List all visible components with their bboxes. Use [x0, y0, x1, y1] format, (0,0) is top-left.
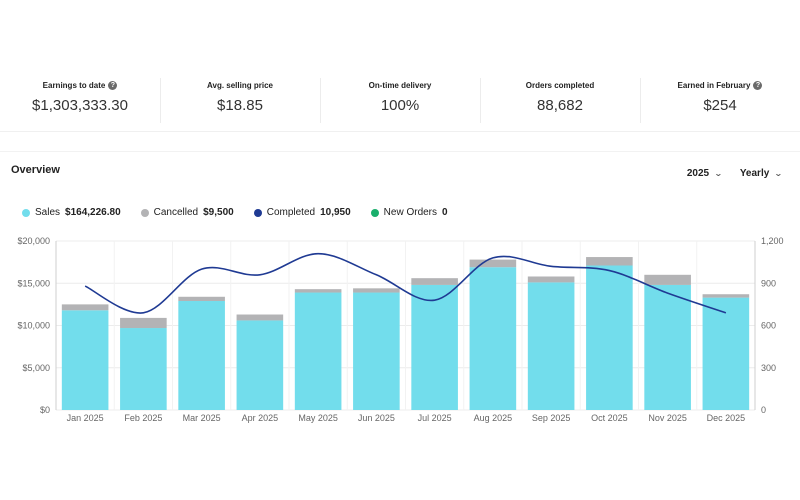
x-tick-label: May 2025: [298, 413, 338, 423]
stat-value: 88,682: [537, 97, 583, 114]
bar-cancelled: [120, 317, 167, 329]
y-tick-label-right: 600: [761, 321, 776, 331]
line-completed: [84, 252, 727, 314]
bar-sales: [586, 265, 633, 410]
year-dropdown[interactable]: 2025 ⌄: [686, 168, 723, 179]
legend-item-cancelled[interactable]: Cancelled $9,500: [140, 207, 234, 218]
bar-cancelled: [353, 288, 400, 293]
bar-sales: [469, 267, 517, 410]
x-tick-label: Dec 2025: [707, 413, 746, 423]
legend-label: Cancelled: [153, 207, 199, 218]
x-tick-label: Jun 2025: [358, 413, 395, 423]
bar-sales: [527, 282, 575, 410]
bar-cancelled: [644, 274, 691, 285]
y-tick-label-left: $10,000: [17, 321, 50, 331]
chevron-down-icon: ⌄: [714, 169, 723, 178]
y-tick-label-right: 0: [761, 405, 766, 415]
legend-dot-icon: [22, 208, 30, 217]
bar-sales: [294, 292, 342, 410]
bar-sales: [411, 284, 458, 410]
legend-dot-icon: [140, 208, 149, 217]
bar-sales: [61, 310, 109, 410]
x-tick-label: Mar 2025: [183, 413, 221, 423]
legend-value: 10,950: [320, 207, 351, 218]
bar-sales: [120, 328, 167, 410]
chevron-down-icon: ⌄: [774, 169, 784, 178]
help-icon[interactable]: ?: [753, 81, 763, 90]
stat-label: Avg. selling price: [207, 81, 273, 90]
stat-earned-in-february: Earned in February? $254: [640, 70, 800, 131]
legend-label: New Orders: [383, 207, 438, 218]
legend-value: $9,500: [203, 207, 234, 218]
stat-value: $18.85: [217, 97, 263, 114]
y-tick-label-right: 900: [761, 278, 776, 288]
stat-label: Earnings to date: [42, 81, 106, 90]
stat-avg-selling-price: Avg. selling price $18.85: [160, 70, 320, 131]
y-tick-label-left: $0: [40, 405, 50, 415]
help-icon[interactable]: ?: [108, 81, 118, 90]
bar-sales: [702, 297, 750, 410]
x-tick-label: Jul 2025: [418, 413, 452, 423]
x-tick-label: Apr 2025: [242, 413, 279, 423]
bar-sales: [353, 292, 400, 410]
y-tick-label-right: 1,200: [761, 236, 784, 246]
bar-cancelled: [469, 259, 517, 268]
x-tick-label: Sep 2025: [532, 413, 571, 423]
bar-cancelled: [294, 289, 342, 293]
x-tick-label: Jan 2025: [67, 413, 104, 423]
overview-controls: 2025 ⌄ Yearly ⌄: [686, 168, 784, 179]
stat-value: $254: [703, 97, 737, 114]
y-tick-label-left: $15,000: [17, 278, 50, 288]
period-dropdown[interactable]: Yearly ⌄: [739, 168, 784, 179]
stat-earnings-to-date: Earnings to date? $1,303,333.30: [0, 70, 160, 131]
legend-label: Sales: [35, 207, 61, 218]
bar-cancelled: [586, 257, 633, 266]
legend-dot-icon: [370, 208, 379, 217]
overview-title: Overview: [11, 164, 60, 176]
bar-cancelled: [61, 304, 109, 311]
overview-chart: $0 $5,000 $10,000 $15,000 $20,000 0 300 600 900 1…: [17, 236, 784, 423]
stat-value: $1,303,333.30: [32, 97, 128, 114]
legend-value: 0: [442, 207, 448, 218]
x-tick-label: Feb 2025: [124, 413, 162, 423]
period-value: Yearly: [739, 168, 770, 179]
y-tick-label-left: $20,000: [17, 236, 50, 246]
stats-bar: Earnings to date? $1,303,333.30 Avg. sel…: [0, 70, 800, 132]
stat-label: Orders completed: [525, 81, 595, 90]
stat-label: Earned in February: [677, 81, 751, 90]
legend-label: Completed: [266, 207, 316, 218]
legend-item-completed[interactable]: Completed 10,950: [253, 207, 351, 218]
x-tick-label: Oct 2025: [591, 413, 628, 423]
legend-value: $164,226.80: [65, 207, 121, 218]
year-value: 2025: [686, 168, 710, 179]
bar-sales: [644, 284, 691, 410]
stat-value: 100%: [380, 97, 420, 114]
stat-label: On-time delivery: [368, 81, 432, 90]
y-tick-label-right: 300: [761, 363, 776, 373]
bar-sales: [236, 320, 284, 410]
legend-item-sales[interactable]: Sales $164,226.80: [22, 207, 121, 218]
bar-cancelled: [527, 276, 575, 283]
bar-cancelled: [411, 278, 458, 285]
bar-cancelled: [236, 314, 284, 321]
bar-cancelled: [178, 296, 225, 301]
overview-section: Overview 2025 ⌄ Yearly ⌄: [0, 151, 800, 179]
bar-cancelled: [702, 294, 750, 298]
stat-on-time-delivery: On-time delivery 100%: [320, 70, 480, 131]
x-tick-label: Nov 2025: [648, 413, 687, 423]
stat-orders-completed: Orders completed 88,682: [480, 70, 640, 131]
legend-dot-icon: [253, 208, 262, 217]
chart-legend: Sales $164,226.80 Cancelled $9,500 Compl…: [22, 207, 448, 218]
bar-sales: [178, 300, 225, 410]
y-tick-label-left: $5,000: [22, 363, 50, 373]
legend-item-new-orders[interactable]: New Orders 0: [370, 207, 448, 218]
x-tick-label: Aug 2025: [474, 413, 513, 423]
